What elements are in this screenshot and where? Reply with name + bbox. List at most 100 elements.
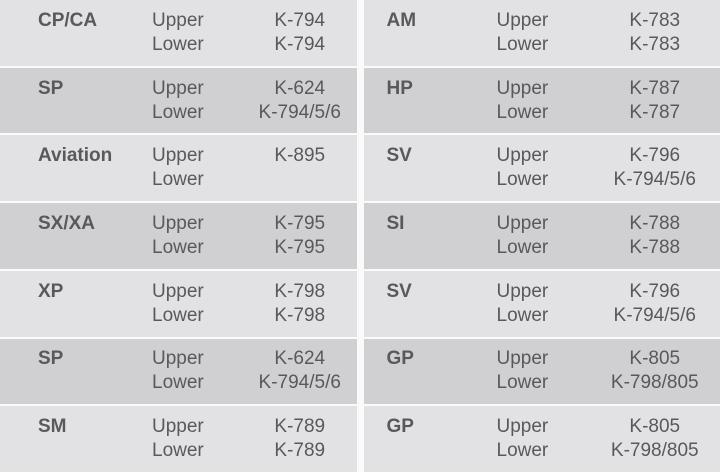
position-labels: Upper Lower: [152, 77, 245, 125]
upper-label: Upper: [496, 416, 549, 438]
lower-value: K-794/5/6: [258, 372, 341, 394]
upper-value: K-805: [629, 348, 681, 370]
model-label: SM: [38, 416, 67, 438]
upper-label: Upper: [152, 213, 204, 235]
upper-label: Upper: [152, 9, 204, 31]
lower-label: Lower: [152, 237, 204, 259]
table-row: SP Upper Lower K-624 K-794/5/6: [0, 67, 357, 134]
upper-value: K-798: [274, 280, 326, 302]
position-labels: Upper Lower: [497, 77, 592, 125]
upper-value: K-783: [629, 9, 681, 31]
upper-label: Upper: [496, 9, 549, 31]
table-row: GP Upper Lower K-805 K-798/805: [363, 338, 720, 405]
part-numbers: K-805 K-798/805: [592, 347, 720, 395]
lower-value: K-795: [274, 237, 326, 259]
model-cell: SV: [387, 144, 497, 192]
table-right-column: AM Upper Lower K-783 K-783 HP Upper Lowe…: [363, 0, 720, 472]
lower-value: K-798/805: [610, 440, 699, 462]
part-numbers: K-794 K-794: [245, 9, 357, 57]
table-row: HP Upper Lower K-787 K-787: [363, 67, 720, 134]
lower-value: K-794/5/6: [258, 101, 341, 123]
model-cell: AM: [387, 9, 497, 57]
upper-value: K-789: [274, 416, 326, 438]
model-label: Aviation: [38, 145, 113, 167]
upper-value: K-895: [274, 145, 326, 167]
model-label: SX/XA: [38, 213, 96, 235]
model-cell: Aviation: [38, 144, 152, 192]
lower-label: Lower: [496, 33, 549, 55]
lower-label: Lower: [496, 169, 549, 191]
lower-label: Lower: [152, 101, 204, 123]
table-row: SP Upper Lower K-624 K-794/5/6: [0, 338, 357, 405]
model-cell: SV: [387, 280, 497, 328]
table-row: AM Upper Lower K-783 K-783: [363, 0, 720, 66]
part-numbers: K-787 K-787: [592, 77, 720, 125]
model-cell: HP: [387, 77, 497, 125]
table-row: XP Upper Lower K-798 K-798: [0, 270, 357, 337]
lower-value: [245, 168, 355, 192]
upper-label: Upper: [496, 77, 549, 99]
upper-label: Upper: [496, 213, 549, 235]
model-label: SV: [386, 280, 412, 302]
model-label: SP: [38, 348, 64, 370]
position-labels: Upper Lower: [497, 9, 592, 57]
position-labels: Upper Lower: [152, 212, 245, 260]
model-label: GP: [386, 348, 414, 370]
position-labels: Upper Lower: [152, 280, 245, 328]
lower-label: Lower: [496, 304, 549, 326]
lower-label: Lower: [496, 101, 549, 123]
position-labels: Upper Lower: [497, 144, 592, 192]
lower-value: K-794/5/6: [613, 169, 696, 191]
upper-value: K-795: [274, 213, 326, 235]
part-numbers: K-795 K-795: [245, 212, 357, 260]
model-cell: XP: [38, 280, 152, 328]
table-row: SM Upper Lower K-789 K-789: [0, 406, 357, 472]
lower-label: Lower: [152, 169, 204, 191]
lower-value: K-798/805: [610, 372, 699, 394]
upper-label: Upper: [496, 145, 549, 167]
lower-value: K-794: [274, 33, 326, 55]
table-row: GP Upper Lower K-805 K-798/805: [363, 406, 720, 472]
upper-label: Upper: [152, 145, 204, 167]
upper-label: Upper: [152, 416, 204, 438]
upper-label: Upper: [496, 348, 549, 370]
table-row: CP/CA Upper Lower K-794 K-794: [0, 0, 357, 66]
model-cell: GP: [387, 347, 497, 395]
lower-label: Lower: [152, 33, 204, 55]
lower-value: K-789: [274, 440, 326, 462]
part-numbers: K-789 K-789: [245, 415, 357, 463]
model-label: CP/CA: [38, 9, 98, 31]
model-label: SI: [386, 213, 405, 235]
upper-value: K-788: [629, 213, 681, 235]
lower-value: K-787: [629, 101, 681, 123]
model-label: AM: [386, 9, 417, 31]
part-numbers: K-788 K-788: [592, 212, 720, 260]
position-labels: Upper Lower: [497, 347, 592, 395]
model-cell: CP/CA: [38, 9, 152, 57]
table-left-column: CP/CA Upper Lower K-794 K-794 SP Upper L…: [0, 0, 357, 472]
lower-value: K-794/5/6: [613, 304, 696, 326]
model-cell: SM: [38, 415, 152, 463]
model-label: HP: [386, 77, 413, 99]
table-row: SI Upper Lower K-788 K-788: [363, 203, 720, 269]
upper-value: K-805: [629, 416, 681, 438]
upper-label: Upper: [152, 280, 204, 302]
part-numbers: K-805 K-798/805: [592, 415, 720, 463]
table-row: SX/XA Upper Lower K-795 K-795: [0, 203, 357, 269]
table-row: SV Upper Lower K-796 K-794/5/6: [363, 270, 720, 337]
model-cell: SI: [387, 212, 497, 260]
model-cell: GP: [387, 415, 497, 463]
upper-label: Upper: [496, 280, 549, 302]
lower-value: K-783: [629, 33, 681, 55]
part-numbers: K-796 K-794/5/6: [592, 144, 720, 192]
part-numbers: K-624 K-794/5/6: [245, 77, 357, 125]
lower-label: Lower: [496, 237, 549, 259]
model-label: SP: [38, 77, 64, 99]
part-numbers: K-798 K-798: [245, 280, 357, 328]
upper-value: K-787: [629, 77, 681, 99]
lower-label: Lower: [496, 440, 549, 462]
lower-value: K-788: [629, 237, 681, 259]
upper-value: K-796: [629, 145, 681, 167]
position-labels: Upper Lower: [152, 347, 245, 395]
